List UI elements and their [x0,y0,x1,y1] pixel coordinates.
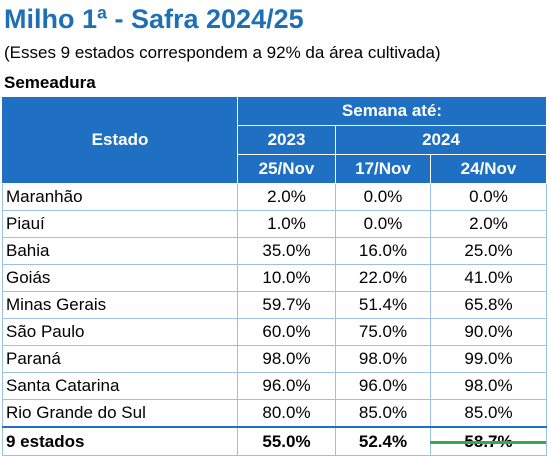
state-name: Goiás [2,264,238,292]
value-2023-25nov: 2.0% [237,183,336,211]
state-name: Minas Gerais [2,291,238,319]
state-name: Maranhão [2,183,238,211]
header-estado: Estado [2,96,238,184]
table-row: Santa Catarina 96.0% 96.0% 98.0% [2,372,548,400]
table-row: Bahia 35.0% 16.0% 25.0% [2,237,548,265]
table-body: Maranhão 2.0% 0.0% 0.0% Piauí 1.0% 0.0% 2.0% Bah… [2,183,548,428]
value-2024-24nov: 99.0% [429,345,548,373]
table-row: Piauí 1.0% 0.0% 2.0% [2,210,548,238]
value-2024-24nov: 98.0% [429,372,548,400]
header-date-17nov: 17/Nov [335,154,431,184]
value-2024-17nov: 16.0% [335,237,431,265]
table-row: Rio Grande do Sul 80.0% 85.0% 85.0% [2,399,548,428]
value-2023-25nov: 98.0% [237,345,336,373]
value-2024-17nov: 0.0% [335,210,431,238]
value-2024-17nov: 75.0% [335,318,431,346]
state-name: Paraná [2,345,238,373]
value-2023-25nov: 96.0% [237,372,336,400]
state-name: São Paulo [2,318,238,346]
section-title: Semeadura [4,73,96,92]
value-2023-25nov: 80.0% [237,399,336,428]
table-row: Maranhão 2.0% 0.0% 0.0% [2,183,548,211]
table-row: Paraná 98.0% 98.0% 99.0% [2,345,548,373]
state-name: Rio Grande do Sul [2,399,238,428]
value-2024-17nov: 96.0% [335,372,431,400]
total-label: 9 estados [2,426,238,456]
value-2024-24nov: 65.8% [429,291,548,319]
highlight-underline [430,441,546,444]
value-2024-24nov: 2.0% [429,210,548,238]
value-2023-25nov: 59.7% [237,291,336,319]
value-2023-25nov: 1.0% [237,210,336,238]
header-date-25nov: 25/Nov [237,154,336,184]
state-name: Bahia [2,237,238,265]
value-2024-17nov: 51.4% [335,291,431,319]
value-2024-17nov: 0.0% [335,183,431,211]
total-value-2023: 55.0% [237,426,336,456]
table-row: Minas Gerais 59.7% 51.4% 65.8% [2,291,548,319]
value-2024-24nov: 25.0% [429,237,548,265]
header-semana: Semana até: [236,96,548,126]
value-2024-24nov: 85.0% [429,399,548,428]
value-2024-17nov: 98.0% [335,345,431,373]
value-2024-24nov: 0.0% [429,183,548,211]
progress-table: Estado Semana até: 2023 2024 25/Nov 17/N… [2,96,548,456]
page-title: Milho 1ª - Safra 2024/25 [4,4,304,34]
header-year-2024: 2024 [334,125,548,155]
value-2024-17nov: 85.0% [335,399,431,428]
state-name: Piauí [2,210,238,238]
header-year-2023: 2023 [237,125,336,155]
state-name: Santa Catarina [2,372,238,400]
value-2024-24nov: 41.0% [429,264,548,292]
table-row: São Paulo 60.0% 75.0% 90.0% [2,318,548,346]
header-date-24nov: 24/Nov [429,154,548,184]
table-row: Goiás 10.0% 22.0% 41.0% [2,264,548,292]
total-value-17nov: 52.4% [335,426,431,456]
value-2023-25nov: 35.0% [237,237,336,265]
value-2024-24nov: 90.0% [429,318,548,346]
value-2024-17nov: 22.0% [335,264,431,292]
page-subtitle: (Esses 9 estados correspondem a 92% da á… [4,43,441,62]
value-2023-25nov: 60.0% [237,318,336,346]
value-2023-25nov: 10.0% [237,264,336,292]
